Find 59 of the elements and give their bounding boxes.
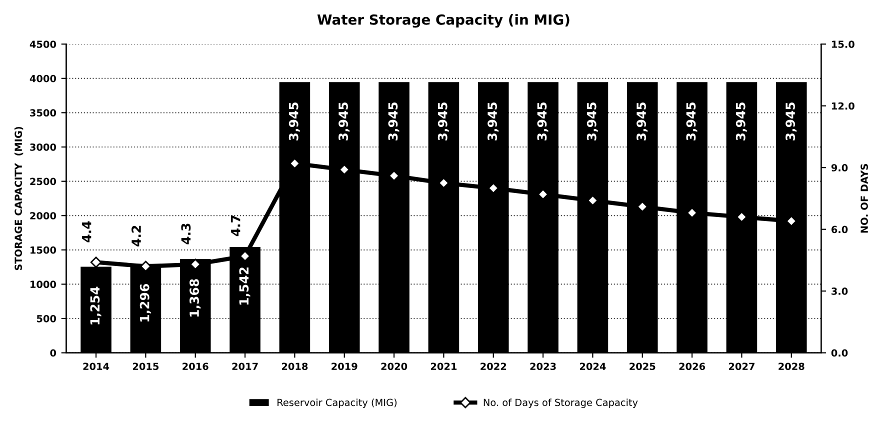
- x-tick-label: 2024: [580, 362, 606, 370]
- data-label: 1,296: [140, 284, 151, 322]
- y-tick-label: 2000: [30, 212, 56, 220]
- x-tick-label: 2014: [83, 362, 110, 370]
- legend-label: Reservoir Capacity (MIG): [278, 398, 397, 408]
- x-tick-label: 2019: [332, 362, 358, 370]
- data-label: 3,945: [338, 102, 350, 140]
- y2-tick-label: 6.0: [832, 226, 848, 234]
- y-tick-label: 1000: [30, 280, 56, 288]
- x-tick-label: 2027: [728, 362, 754, 370]
- point: [140, 260, 152, 272]
- y-tick-label: 0: [50, 349, 56, 357]
- y-tick-label: 2500: [30, 178, 56, 186]
- data-label: 3,945: [488, 102, 499, 140]
- y-tick-label: 500: [36, 314, 56, 322]
- y-tick-label: 3500: [30, 109, 56, 117]
- y-axis-title: STORAGE CAPACITY (MIG): [14, 126, 24, 270]
- data-label: 3,945: [438, 102, 449, 140]
- data-label: 4.4: [82, 221, 92, 242]
- x-tick-label: 2022: [480, 362, 506, 370]
- x-tick-label: 2026: [679, 362, 706, 370]
- y2-tick-label: 12.0: [832, 102, 854, 110]
- point: [636, 201, 648, 212]
- data-label: 3,945: [636, 102, 648, 140]
- x-tick-label: 2015: [132, 362, 159, 370]
- y-tick-label: 4500: [30, 40, 56, 48]
- data-label: 3,945: [388, 102, 400, 140]
- y-tick-label: 1500: [30, 246, 56, 254]
- data-label: 1,254: [90, 286, 102, 324]
- y-tick-label: 4000: [30, 74, 56, 82]
- x-tick-label: 2020: [381, 362, 408, 370]
- point: [190, 258, 201, 270]
- y-tick-label: 3000: [30, 143, 56, 151]
- y2-tick-label: 3.0: [832, 288, 848, 295]
- x-tick-label: 2021: [430, 362, 457, 370]
- x-tick-label: 2018: [282, 362, 308, 370]
- y2-tick-label: 15.0: [832, 40, 854, 48]
- x-tick-label: 2016: [182, 362, 208, 370]
- x-tick-label: 2028: [778, 362, 804, 370]
- data-label: 3,945: [537, 102, 548, 140]
- data-label: 3,945: [288, 102, 300, 140]
- data-label: 3,945: [686, 102, 698, 140]
- data-label: 3,945: [786, 102, 797, 140]
- data-label: 3,945: [586, 102, 598, 140]
- x-tick-label: 2025: [630, 362, 656, 370]
- data-label: 1,542: [239, 268, 250, 305]
- data-label: 4.7: [231, 215, 240, 236]
- data-label: 3,945: [736, 102, 747, 140]
- x-tick-label: 2023: [530, 362, 556, 370]
- chart-title: Water Storage Capacity (in MIG): [317, 14, 570, 28]
- legend-label: No. of Days of Storage Capacity: [484, 398, 638, 408]
- data-label: 1,368: [190, 279, 201, 317]
- y2-tick-label: 0.0: [831, 349, 848, 357]
- y2-tick-label: 9.0: [831, 164, 848, 172]
- y2-axis-title: NO. OF DAYS: [860, 164, 868, 233]
- data-label: 4.2: [132, 226, 141, 246]
- x-tick-label: 2017: [232, 362, 258, 370]
- data-label: 4.3: [181, 224, 191, 244]
- point: [90, 256, 102, 268]
